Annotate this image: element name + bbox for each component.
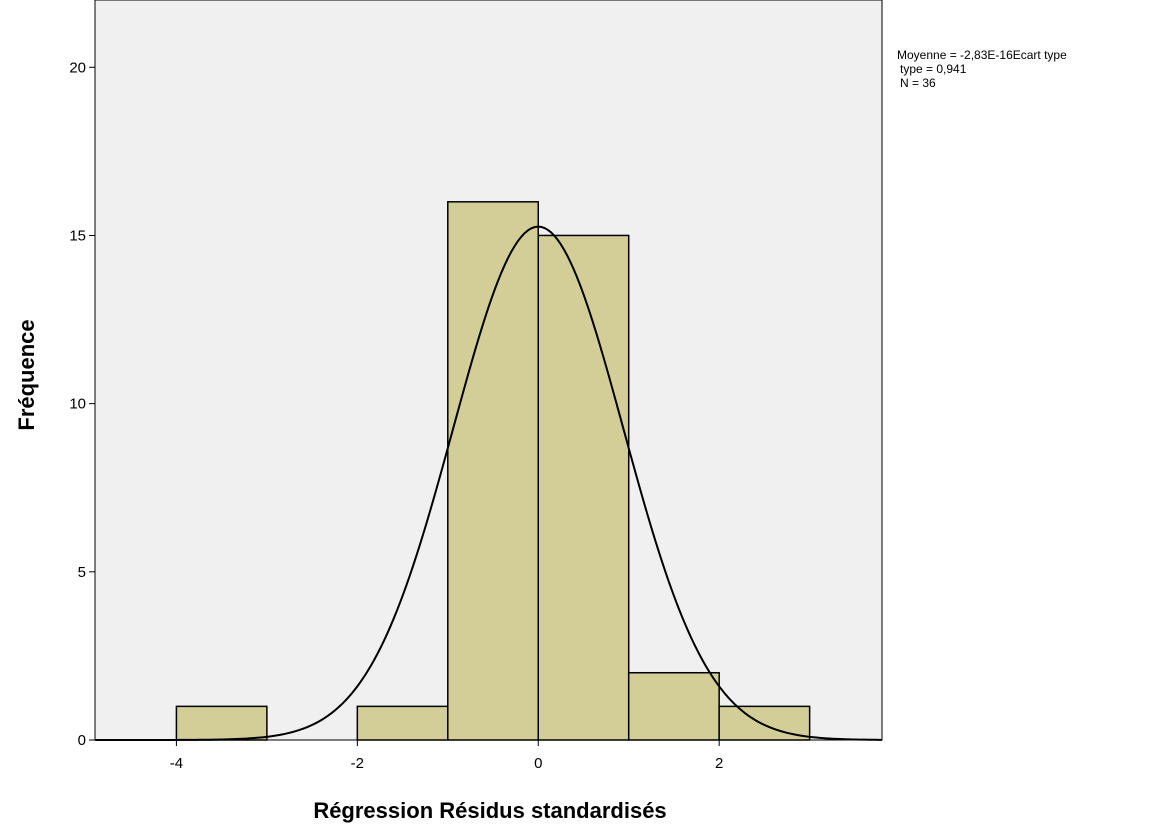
x-tick-label: 2 (715, 755, 723, 772)
y-tick-label: 10 (69, 396, 86, 413)
x-tick-label: -4 (170, 755, 183, 772)
y-axis: 0 5 10 15 20 (69, 59, 95, 749)
x-axis-title: Régression Résidus standardisés (313, 798, 666, 823)
histogram-bar-3 (447, 201, 540, 741)
x-tick-label: 0 (534, 755, 542, 772)
y-tick-label: 5 (78, 564, 86, 581)
y-axis-title: Fréquence (14, 319, 39, 430)
y-tick-label: 20 (69, 59, 86, 76)
y-tick-label: 15 (69, 227, 86, 244)
y-tick-label: 0 (78, 732, 86, 749)
normal-curve (95, 225, 883, 741)
x-tick-label: -2 (351, 755, 364, 772)
stats-line: type = 0,941 (900, 62, 967, 76)
x-axis: -4 -2 0 2 (170, 740, 723, 772)
plot-frame (94, 0, 883, 741)
stats-line: N = 36 (900, 76, 936, 90)
stats-line: Moyenne = -2,83E-16Ecart type (897, 48, 1067, 62)
histogram-bar-2 (356, 705, 449, 741)
histogram-bar-5 (627, 671, 720, 741)
histogram-bar-0 (175, 705, 268, 741)
histogram-bar-4 (537, 234, 630, 741)
